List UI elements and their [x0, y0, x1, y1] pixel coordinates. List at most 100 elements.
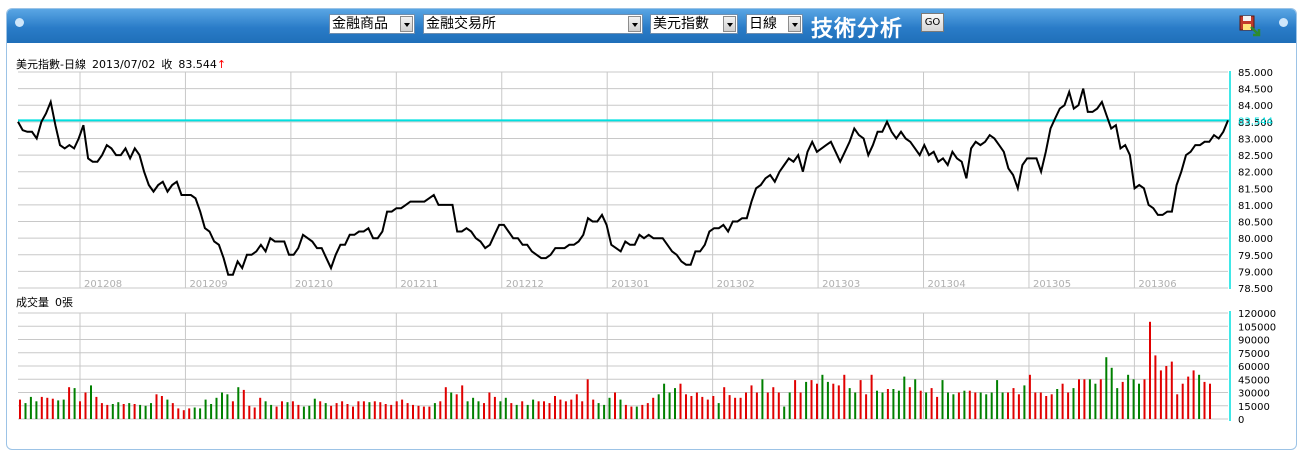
- price-x-tick-label: 201301: [611, 279, 649, 290]
- volume-bar: [433, 403, 436, 419]
- volume-bar: [204, 399, 207, 419]
- volume-bar: [362, 401, 365, 419]
- save-disk-icon[interactable]: [1239, 15, 1261, 37]
- volume-bar: [854, 392, 857, 419]
- volume-bar: [128, 403, 131, 419]
- volume-bar: [1094, 383, 1097, 419]
- period-select-value: 日線: [749, 16, 777, 32]
- volume-bar: [122, 404, 125, 419]
- volume-bar: [1138, 383, 1140, 419]
- volume-bar: [117, 402, 120, 419]
- price-panel: 201208 201209 201210 201211 201212 201301 2013…: [16, 57, 1273, 295]
- up-arrow-icon: ↑: [217, 58, 226, 71]
- volume-bar: [979, 392, 982, 419]
- price-grid: [18, 71, 1228, 289]
- volume-bar: [373, 401, 376, 419]
- last-price-label: 83.544: [1238, 116, 1273, 127]
- volume-bar: [259, 397, 262, 419]
- volume-panel: 120000 105000 90000 75000 60000 45000 30000 150…: [16, 295, 1276, 426]
- category-select-value: 金融商品: [332, 16, 388, 32]
- exchange-select-value: 金融交易所: [426, 16, 496, 32]
- volume-bar: [346, 404, 349, 419]
- chevron-down-icon: [788, 16, 801, 32]
- volume-bar: [597, 403, 600, 419]
- volume-bar: [166, 399, 169, 419]
- volume-bar: [886, 389, 889, 419]
- volume-bar: [1078, 379, 1080, 420]
- volume-y-tick-label: 45000: [1238, 375, 1270, 386]
- volume-bar: [805, 381, 808, 419]
- volume-bar: [270, 404, 273, 419]
- volume-bar: [859, 380, 862, 419]
- category-select[interactable]: 金融商品: [329, 14, 415, 34]
- volume-bar: [1017, 394, 1020, 419]
- price-y-tick-label: 84.000: [1238, 101, 1273, 112]
- price-x-tick-label: 201208: [84, 279, 122, 290]
- volume-bar: [62, 399, 65, 419]
- volume-bar: [297, 404, 300, 419]
- volume-bar: [1028, 374, 1031, 419]
- exchange-select[interactable]: 金融交易所: [423, 14, 643, 34]
- volume-bar: [242, 389, 245, 419]
- volume-bar: [903, 376, 906, 419]
- volume-bar: [51, 398, 54, 419]
- symbol-select-value: 美元指數: [653, 16, 709, 32]
- volume-bar: [499, 401, 502, 419]
- close-value: 83.544: [178, 58, 217, 71]
- volume-bar: [1121, 381, 1124, 419]
- volume-bar: [46, 397, 49, 419]
- volume-bar: [586, 379, 589, 420]
- symbol-select[interactable]: 美元指數: [650, 14, 738, 34]
- volume-bar: [368, 402, 371, 419]
- price-x-ticks: 201208 201209 201210 201211 201212 201301 2013…: [79, 72, 1177, 290]
- volume-bar: [461, 385, 464, 419]
- volume-bar: [90, 385, 92, 419]
- volume-bar: [150, 403, 152, 419]
- volume-bar: [930, 388, 933, 419]
- volume-bar: [723, 387, 726, 419]
- volume-bar: [139, 404, 142, 419]
- price-y-tick-label: 82.500: [1238, 151, 1273, 162]
- volume-bar: [1039, 392, 1042, 419]
- volume-bar: [521, 401, 524, 419]
- volume-bar: [575, 394, 578, 419]
- price-chart-title: 美元指數-日線: [16, 57, 86, 71]
- volume-bar: [1127, 374, 1130, 419]
- volume-bar: [739, 397, 742, 419]
- volume-bar: [29, 396, 32, 419]
- price-y-tick-label: 83.000: [1238, 134, 1273, 145]
- price-x-tick-label: 201302: [717, 279, 755, 290]
- volume-bar: [1088, 379, 1091, 420]
- volume-bar: [1176, 394, 1179, 419]
- volume-bar: [100, 403, 103, 419]
- volume-bar: [341, 401, 344, 419]
- volume-bar: [335, 403, 338, 419]
- volume-bar: [1143, 379, 1146, 420]
- volume-bar: [133, 404, 136, 419]
- volume-bar: [532, 399, 535, 419]
- toolbar: 金融商品 金融交易所 美元指數 日線 技術分析 GO: [7, 9, 1296, 43]
- volume-bar: [357, 401, 360, 419]
- go-button[interactable]: GO: [921, 13, 944, 32]
- volume-bar: [554, 396, 556, 419]
- volume-bar: [352, 406, 354, 419]
- volume-bar: [1001, 392, 1004, 419]
- volume-bar: [155, 394, 158, 419]
- volume-bar: [837, 385, 840, 419]
- price-x-tick-label: 201306: [1138, 279, 1176, 290]
- volume-bar: [881, 392, 884, 419]
- volume-bar: [570, 399, 573, 419]
- volume-y-tick-label: 75000: [1238, 349, 1270, 360]
- volume-bar: [1105, 357, 1108, 419]
- volume-bar: [160, 396, 163, 419]
- price-y-tick-label: 80.500: [1238, 218, 1273, 229]
- price-x-tick-label: 201210: [295, 279, 333, 290]
- volume-bar: [1198, 374, 1201, 419]
- volume-bar: [1116, 388, 1119, 419]
- volume-bar: [1192, 370, 1195, 419]
- period-select[interactable]: 日線: [746, 14, 803, 34]
- volume-bar: [728, 395, 731, 419]
- volume-bar: [395, 401, 398, 419]
- volume-header: 成交量 0張: [16, 295, 73, 309]
- volume-bar: [690, 396, 693, 419]
